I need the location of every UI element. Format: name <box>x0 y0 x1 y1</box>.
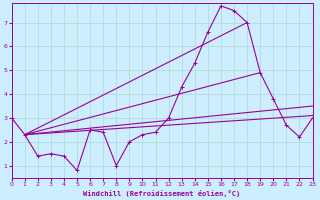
X-axis label: Windchill (Refroidissement éolien,°C): Windchill (Refroidissement éolien,°C) <box>84 190 241 197</box>
